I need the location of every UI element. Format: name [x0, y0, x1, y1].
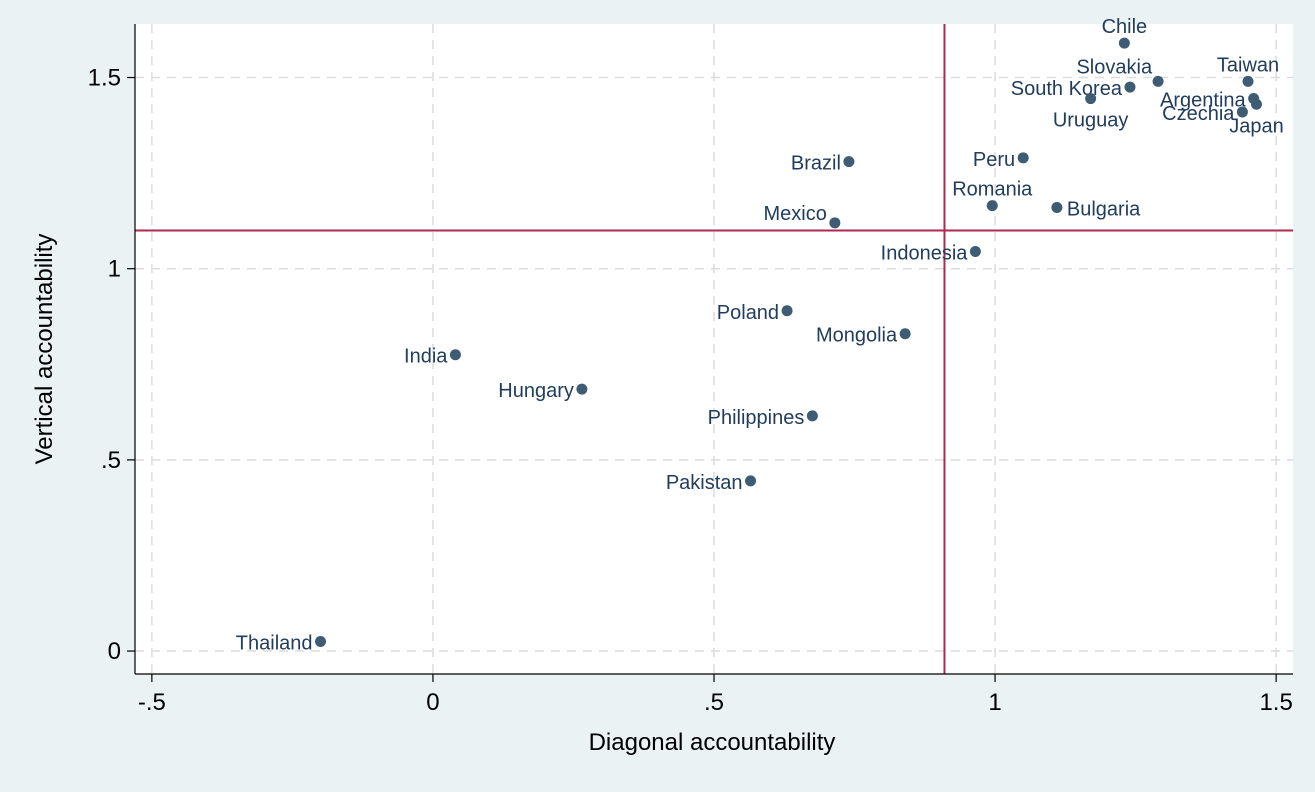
point-label-poland: Poland — [717, 302, 779, 324]
point-label-india: India — [404, 346, 448, 368]
point-label-bulgaria: Bulgaria — [1067, 199, 1141, 221]
y-tick-label: .5 — [101, 447, 121, 474]
reference-lines — [135, 24, 1293, 674]
x-tick-label: -.5 — [138, 689, 166, 716]
point-label-brazil: Brazil — [791, 153, 841, 175]
point-marker-south-korea — [1124, 81, 1136, 93]
point-marker-pakistan — [745, 475, 757, 487]
point-label-mexico: Mexico — [763, 203, 826, 225]
data-point-mongolia: Mongolia — [816, 325, 911, 347]
point-label-uruguay: Uruguay — [1053, 110, 1129, 132]
data-points: Chile Slovakia Taiwan South Korea Argentina U… — [236, 16, 1284, 654]
data-point-india: India — [404, 346, 461, 368]
data-point-mexico: Mexico — [763, 203, 841, 229]
point-marker-mongolia — [899, 328, 911, 340]
point-label-slovakia: Slovakia — [1076, 56, 1152, 78]
point-label-taiwan: Taiwan — [1217, 54, 1279, 76]
point-marker-uruguay — [1085, 93, 1097, 105]
point-marker-japan — [1250, 98, 1262, 110]
x-tick-label: 1.5 — [1259, 689, 1292, 716]
point-marker-indonesia — [969, 246, 981, 257]
data-point-bulgaria: Bulgaria — [1051, 199, 1141, 221]
data-point-thailand: Thailand — [236, 633, 327, 655]
point-label-indonesia: Indonesia — [881, 243, 969, 265]
point-marker-brazil — [843, 156, 855, 168]
point-label-chile: Chile — [1102, 16, 1148, 38]
point-label-romania: Romania — [952, 179, 1033, 201]
point-marker-philippines — [806, 410, 818, 422]
point-marker-hungary — [576, 383, 588, 395]
point-label-pakistan: Pakistan — [666, 472, 743, 494]
y-tick-label: 1 — [108, 256, 121, 283]
y-tick-label: 1.5 — [88, 65, 121, 92]
point-label-czechia: Czechia — [1162, 103, 1235, 125]
point-marker-chile — [1118, 37, 1130, 49]
point-label-mongolia: Mongolia — [816, 325, 898, 347]
data-point-pakistan: Pakistan — [666, 472, 757, 494]
point-label-thailand: Thailand — [236, 633, 313, 655]
x-tick-label: 0 — [426, 689, 439, 716]
data-point-poland: Poland — [717, 302, 793, 324]
point-marker-czechia — [1236, 106, 1248, 118]
data-point-brazil: Brazil — [791, 153, 855, 175]
grid — [135, 24, 1293, 674]
point-marker-india — [449, 349, 461, 361]
data-point-uruguay: Uruguay — [1053, 93, 1129, 132]
data-point-philippines: Philippines — [708, 407, 818, 429]
data-point-south-korea: South Korea — [1011, 78, 1136, 100]
point-label-philippines: Philippines — [708, 407, 805, 429]
data-point-czechia: Czechia — [1162, 103, 1248, 125]
point-marker-poland — [781, 305, 793, 317]
point-marker-peru — [1017, 152, 1029, 164]
y-axis-label: Vertical accountability — [31, 234, 58, 465]
data-point-japan: Japan — [1229, 98, 1284, 137]
point-label-hungary: Hungary — [498, 380, 574, 402]
point-label-japan: Japan — [1229, 115, 1284, 137]
y-tick-label: 0 — [108, 638, 121, 665]
point-label-argentina: Argentina — [1160, 90, 1246, 112]
x-tick-label: .5 — [704, 689, 724, 716]
x-axis-label: Diagonal accountability — [589, 729, 836, 756]
y-axis-ticks: 0 .5 1 1.5 — [88, 65, 135, 665]
point-marker-taiwan — [1242, 75, 1254, 87]
data-point-indonesia: Indonesia — [881, 243, 981, 265]
point-label-south-korea: South Korea — [1011, 78, 1123, 100]
point-marker-bulgaria — [1051, 202, 1063, 214]
point-marker-slovakia — [1152, 75, 1164, 87]
point-marker-mexico — [829, 217, 841, 229]
point-marker-romania — [986, 200, 998, 212]
point-label-peru: Peru — [973, 149, 1015, 171]
data-point-peru: Peru — [973, 149, 1029, 171]
x-axis-ticks: -.5 0 .5 1 1.5 — [138, 674, 1293, 716]
data-point-hungary: Hungary — [498, 380, 588, 402]
data-point-chile: Chile — [1102, 16, 1148, 49]
x-tick-label: 1 — [988, 689, 1001, 716]
data-point-taiwan: Taiwan — [1217, 54, 1279, 87]
data-point-romania: Romania — [952, 179, 1033, 212]
point-marker-thailand — [315, 636, 327, 647]
data-point-slovakia: Slovakia — [1076, 56, 1164, 87]
